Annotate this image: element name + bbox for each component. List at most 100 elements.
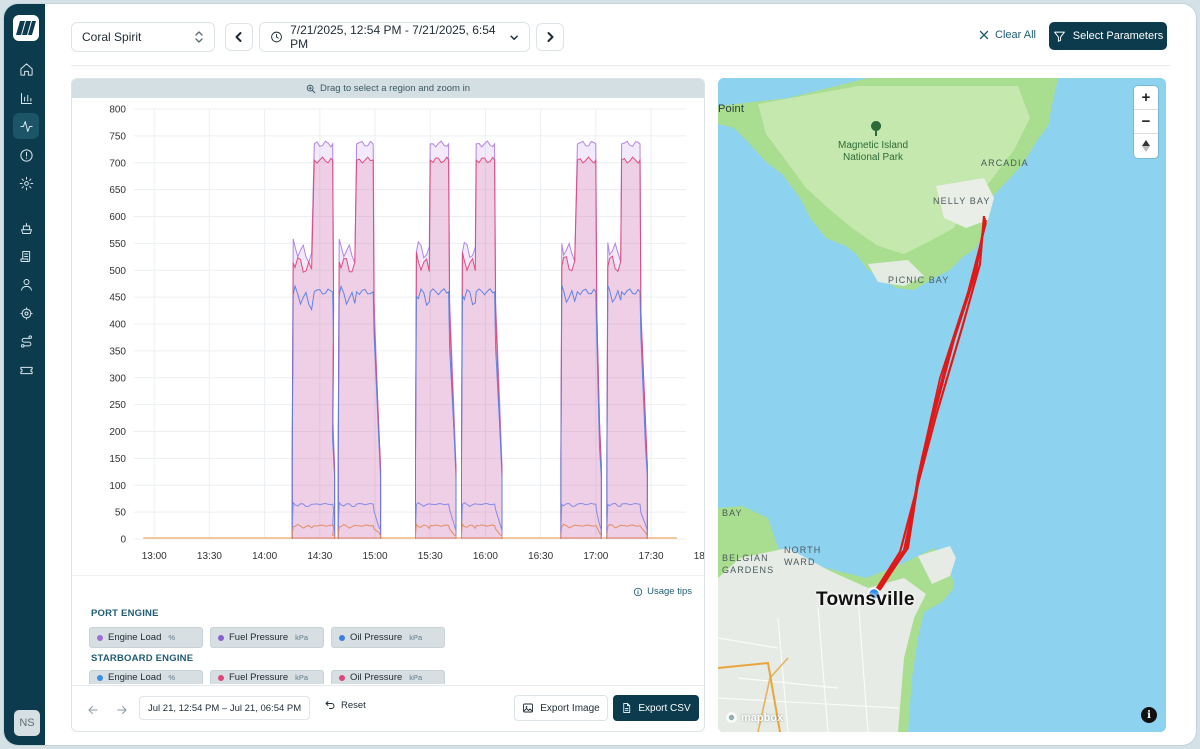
chip-label: Fuel Pressure [229, 672, 289, 683]
arrow-right-icon [117, 706, 127, 714]
chevron-updown-icon [195, 31, 203, 43]
series-line [461, 156, 503, 539]
chip-starboard-oil-pressure[interactable]: Oil Pressure kPa [331, 670, 445, 684]
chip-starboard-engine-load[interactable]: Engine Load% [89, 670, 203, 684]
series-area [560, 157, 602, 539]
series-color-dot [339, 674, 345, 681]
chip-port-fuel-pressure[interactable]: Fuel Pressure kPa [210, 627, 324, 648]
series-line [337, 523, 382, 539]
date-range-value: 7/21/2025, 12:54 PM - 7/21/2025, 6:54 PM [290, 23, 496, 51]
compass-icon [1142, 140, 1150, 152]
export-csv-button[interactable]: Export CSV [613, 695, 699, 721]
nav-engines[interactable] [13, 300, 39, 326]
reset-label: Reset [341, 699, 366, 711]
map-label-arcadia: ARCADIA [981, 158, 1029, 168]
compass-button[interactable] [1134, 134, 1158, 158]
series-line [560, 502, 602, 539]
y-tick-label: 0 [120, 535, 126, 546]
usage-tips-link[interactable]: Usage tips [633, 586, 692, 597]
chip-unit: kPa [295, 673, 309, 682]
undo-icon [325, 701, 335, 709]
y-tick-label: 450 [109, 293, 126, 304]
map-info-button[interactable]: i [1141, 707, 1157, 723]
series-area [292, 141, 335, 539]
nav-alerts[interactable] [13, 142, 39, 168]
series-color-dot [218, 674, 224, 681]
chip-label: Engine Load [108, 632, 162, 643]
date-range-picker[interactable]: 7/21/2025, 12:54 PM - 7/21/2025, 6:54 PM [259, 22, 530, 52]
close-icon [979, 30, 989, 40]
group-title-port: PORT ENGINE [91, 608, 159, 619]
chip-starboard-fuel-pressure[interactable]: Fuel Pressure kPa [210, 670, 324, 684]
chip-unit: kPa [295, 633, 309, 642]
zoom-in-button[interactable]: + [1134, 86, 1158, 110]
map-label-nelly-bay: NELLY BAY [933, 196, 991, 206]
nav-home[interactable] [13, 56, 39, 82]
chip-port-engine-load[interactable]: Engine Load% [89, 627, 203, 648]
x-tick-label: 17:00 [583, 551, 608, 562]
mapbox-label: mapbox [741, 711, 784, 724]
series-line [461, 522, 503, 539]
nav-activity[interactable] [13, 113, 39, 139]
ticket-icon [19, 366, 33, 374]
back-button[interactable] [86, 703, 100, 717]
zoom-out-button[interactable]: − [1134, 110, 1158, 134]
series-color-dot [97, 634, 103, 641]
forward-button[interactable] [115, 703, 129, 717]
series-area [338, 157, 381, 539]
series-line [291, 284, 336, 539]
map-panel[interactable]: Point Magnetic Island National Park ARCA… [718, 78, 1166, 732]
chart-panel: Drag to select a region and zoom in 0 50 1… [71, 78, 705, 732]
map-canvas[interactable] [718, 78, 1166, 732]
next-range-button[interactable] [536, 23, 564, 51]
x-tick-label: 18:00 [694, 551, 705, 562]
export-csv-label: Export CSV [638, 702, 691, 714]
chip-label: Oil Pressure [350, 632, 403, 643]
series-area [606, 141, 648, 539]
series-area [415, 141, 456, 539]
engine-chart[interactable]: 0 50 100 150 200 250 300 350 400 450 500 550 600 650 7… [72, 98, 705, 568]
visible-range: Jul 21, 12:54 PM – Jul 21, 06:54 PM [139, 696, 311, 720]
alert-circle-icon [19, 148, 33, 162]
series-line [415, 502, 457, 539]
clear-all-button[interactable]: Clear All [979, 29, 1036, 41]
previous-range-button[interactable] [225, 23, 253, 51]
zoom-hint-text: Drag to select a region and zoom in [320, 83, 470, 94]
chip-label: Fuel Pressure [229, 632, 289, 643]
activity-icon [19, 120, 33, 132]
nav-logs[interactable] [13, 243, 39, 269]
select-parameters-label: Select Parameters [1072, 30, 1164, 42]
map-label-north-ward: NORTH WARD [784, 545, 822, 567]
nav-tickets[interactable] [13, 357, 39, 383]
series-line [337, 156, 382, 539]
reset-zoom-button[interactable]: Reset [324, 699, 366, 711]
series-line [606, 156, 648, 539]
chip-port-oil-pressure[interactable]: Oil Pressure kPa [331, 627, 445, 648]
nav-vessels[interactable] [13, 215, 39, 241]
y-tick-label: 250 [109, 400, 126, 411]
select-parameters-button[interactable]: Select Parameters [1049, 22, 1167, 50]
x-tick-label: 13:30 [197, 551, 222, 562]
map-label-point: Point [718, 103, 745, 115]
vessel-icon [20, 222, 32, 234]
mapbox-logo[interactable]: mapbox [725, 711, 783, 724]
nav-reports[interactable] [13, 85, 39, 111]
series-line [560, 284, 602, 539]
x-tick-label: 14:30 [307, 551, 332, 562]
nav-routes[interactable] [13, 328, 39, 354]
zoom-in-icon [306, 84, 316, 93]
nav-users[interactable] [13, 271, 39, 297]
chip-label: Oil Pressure [350, 672, 403, 683]
app-logo[interactable] [13, 15, 39, 41]
series-color-dot [339, 634, 345, 641]
series-line [606, 523, 648, 539]
export-image-button[interactable]: Export Image [514, 695, 608, 721]
usage-tips-label: Usage tips [647, 586, 692, 597]
vessel-select[interactable]: Coral Spirit [71, 22, 215, 52]
nav-settings[interactable] [13, 170, 39, 196]
y-tick-label: 300 [109, 373, 126, 384]
top-bar: Coral Spirit 7/21/2025, 12:54 PM - 7/21/… [45, 4, 1196, 66]
user-avatar[interactable]: NS [14, 710, 40, 736]
y-tick-label: 750 [109, 131, 126, 142]
series-area [338, 141, 381, 539]
